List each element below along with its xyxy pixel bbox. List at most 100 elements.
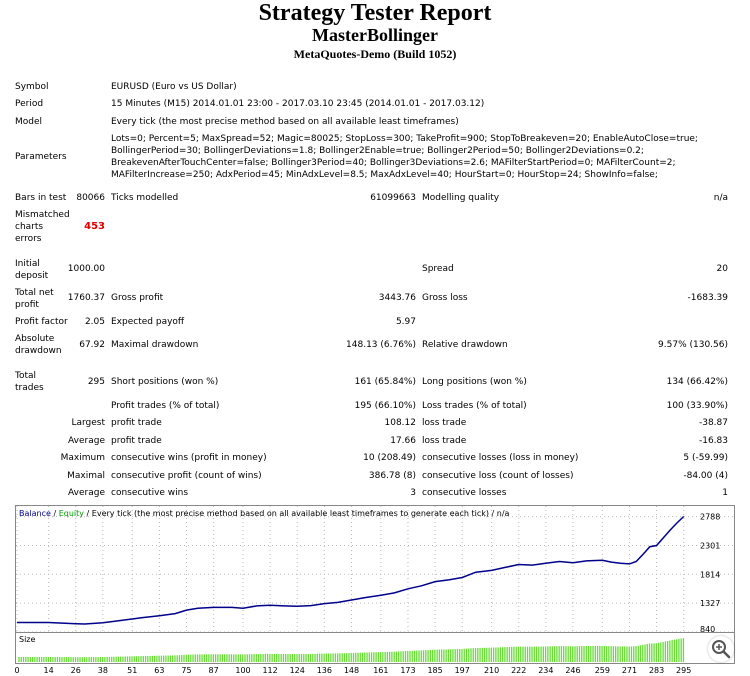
size-bar xyxy=(418,650,420,662)
size-bar xyxy=(420,650,422,662)
size-bar xyxy=(386,651,389,662)
size-bar xyxy=(459,649,461,662)
expert-name: MasterBollinger xyxy=(312,25,438,45)
size-bar xyxy=(427,650,429,662)
size-bar xyxy=(36,656,38,662)
size-bar xyxy=(129,656,131,662)
zoom-button[interactable] xyxy=(708,636,734,662)
size-bar xyxy=(443,649,445,662)
size-bar xyxy=(615,646,617,662)
size-bar xyxy=(280,653,282,662)
expectedpayoff-value: 5.97 xyxy=(395,317,416,327)
x-tick-label: 197 xyxy=(455,666,470,675)
size-bar xyxy=(682,638,685,662)
size-bar xyxy=(300,654,303,662)
size-bar xyxy=(40,656,43,662)
maximal-profit-value: 386.78 (8) xyxy=(368,471,416,481)
size-bar xyxy=(603,645,605,662)
size-bar xyxy=(181,654,183,662)
size-bar xyxy=(47,656,50,662)
size-bar xyxy=(605,646,608,662)
size-bar xyxy=(535,646,538,662)
x-tick-label: 148 xyxy=(344,666,359,675)
grossprofit-value: 3443.76 xyxy=(378,293,416,303)
size-bar xyxy=(648,643,651,662)
size-bar xyxy=(65,657,68,662)
size-bar xyxy=(31,656,34,662)
size-bar xyxy=(621,646,624,662)
absdrawdown-label-2: drawdown xyxy=(15,346,62,356)
x-tick-label: 185 xyxy=(427,666,442,675)
size-bar xyxy=(210,654,212,662)
size-bar xyxy=(486,647,488,662)
size-bar xyxy=(402,651,404,662)
x-tick-label: 87 xyxy=(209,666,219,675)
size-bar xyxy=(314,653,316,662)
size-bar xyxy=(382,652,384,662)
size-bar xyxy=(160,655,163,662)
size-bar xyxy=(214,654,217,662)
size-bar xyxy=(474,648,477,662)
maxdrawdown-label: Maximal drawdown xyxy=(111,340,199,350)
chart-frame xyxy=(15,505,735,635)
size-bar xyxy=(208,654,210,662)
y-tick-label: 1327 xyxy=(700,599,720,608)
size-bar xyxy=(316,653,318,662)
mismatched-label-3: errors xyxy=(15,234,42,244)
totaltrades-label-2: trades xyxy=(15,383,44,393)
size-bar xyxy=(187,654,190,662)
size-bar xyxy=(671,640,673,662)
size-bar xyxy=(61,657,63,662)
size-bar xyxy=(490,647,492,662)
size-bar xyxy=(560,646,563,662)
ticks-label: Ticks modelled xyxy=(111,193,179,203)
size-bar xyxy=(440,649,443,662)
maxconsec-losses-label: consecutive losses (loss in money) xyxy=(422,453,579,463)
size-label: Size xyxy=(19,635,36,644)
y-tick-label: 2788 xyxy=(700,513,720,522)
deposit-label-1: Initial xyxy=(15,259,40,269)
size-bar xyxy=(375,652,377,662)
size-bar xyxy=(50,656,52,662)
size-bar xyxy=(224,654,226,662)
absdrawdown-value: 67.92 xyxy=(79,340,105,350)
size-bar xyxy=(642,644,644,662)
size-bar xyxy=(201,654,203,662)
x-tick-label: 210 xyxy=(484,666,499,675)
size-bar xyxy=(117,656,120,662)
size-bar xyxy=(151,655,153,662)
expectedpayoff-label: Expected payoff xyxy=(111,317,185,327)
size-bar xyxy=(542,646,544,662)
size-bar xyxy=(54,657,56,662)
grossloss-value: -1683.39 xyxy=(687,293,728,303)
grossloss-label: Gross loss xyxy=(422,293,468,303)
size-bar xyxy=(599,645,601,662)
size-bar xyxy=(269,653,271,662)
size-bar xyxy=(590,645,592,662)
size-bar xyxy=(52,656,54,662)
size-bar xyxy=(651,643,653,662)
size-bar xyxy=(287,654,289,662)
size-bar xyxy=(628,646,630,662)
size-bar xyxy=(379,652,382,662)
size-bar xyxy=(190,654,192,662)
size-bar xyxy=(644,644,646,662)
size-bar xyxy=(174,655,176,662)
size-bar xyxy=(431,649,434,662)
size-bar xyxy=(626,646,628,662)
size-bar xyxy=(506,647,508,662)
avgconsec-label: Average xyxy=(68,488,105,498)
size-bar xyxy=(359,652,361,662)
maximum-label: Maximum xyxy=(60,453,105,463)
bars-value: 80066 xyxy=(76,193,105,203)
x-tick-label: 75 xyxy=(181,666,191,675)
x-tick-label: 136 xyxy=(317,666,332,675)
size-bar xyxy=(438,649,441,662)
size-bar xyxy=(468,648,470,662)
size-bar xyxy=(294,654,296,662)
size-bar xyxy=(370,652,373,662)
size-bar xyxy=(264,653,266,662)
size-bar xyxy=(452,649,454,662)
maxconsec-wins-label: consecutive wins (profit in money) xyxy=(111,453,267,463)
x-tick-label: 14 xyxy=(44,666,54,675)
